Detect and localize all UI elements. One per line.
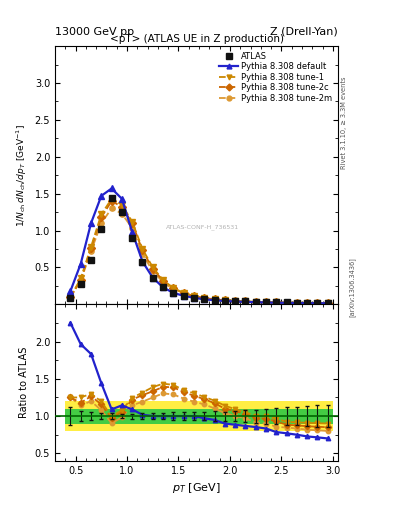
Legend: ATLAS, Pythia 8.308 default, Pythia 8.308 tune-1, Pythia 8.308 tune-2c, Pythia 8: ATLAS, Pythia 8.308 default, Pythia 8.30…: [218, 50, 334, 104]
Text: 13000 GeV pp: 13000 GeV pp: [55, 27, 134, 37]
Text: Rivet 3.1.10, ≥ 3.3M events: Rivet 3.1.10, ≥ 3.3M events: [341, 77, 347, 169]
Text: ATLAS-CONF-H_736531: ATLAS-CONF-H_736531: [165, 224, 239, 230]
Text: [arXiv:1306.3436]: [arXiv:1306.3436]: [348, 257, 355, 316]
X-axis label: $p_T$ [GeV]: $p_T$ [GeV]: [172, 481, 221, 495]
Y-axis label: $1/N_\mathrm{ch}\,dN_\mathrm{ch}/dp_T$ [GeV$^{-1}$]: $1/N_\mathrm{ch}\,dN_\mathrm{ch}/dp_T$ […: [15, 124, 29, 227]
Title: <pT> (ATLAS UE in Z production): <pT> (ATLAS UE in Z production): [110, 34, 283, 44]
Y-axis label: Ratio to ATLAS: Ratio to ATLAS: [19, 347, 29, 418]
Text: Z (Drell-Yan): Z (Drell-Yan): [270, 27, 338, 37]
